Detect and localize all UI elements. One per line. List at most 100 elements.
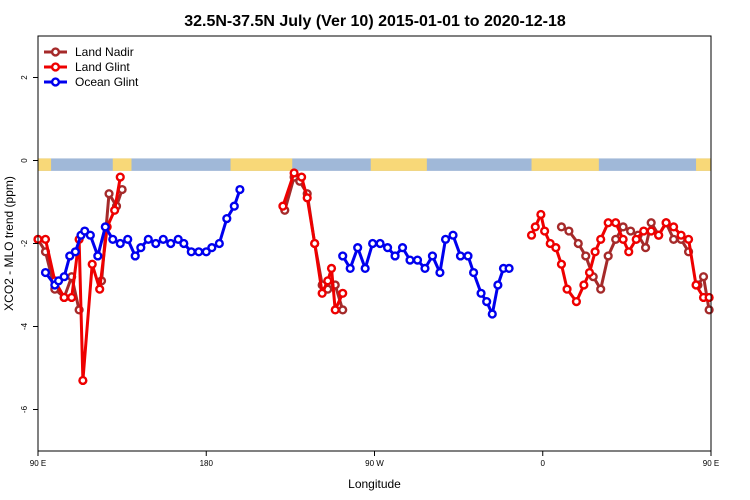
- land-nadir-point: [338, 305, 348, 315]
- ocean-glint-point: [420, 263, 430, 274]
- ocean-glint-point: [115, 238, 125, 249]
- ocean-glint-point: [194, 247, 204, 257]
- land-band-segment: [112, 158, 132, 171]
- land-glint-point: [326, 263, 337, 274]
- ocean-glint-point: [482, 297, 492, 307]
- ocean-glint-point: [412, 255, 423, 265]
- land-glint-point: [310, 238, 320, 249]
- land-glint-point: [536, 209, 546, 220]
- y-tick-label: -4: [20, 322, 29, 330]
- land-glint-point: [618, 234, 628, 244]
- ocean-glint-series: [40, 184, 514, 319]
- land-glint-point: [669, 222, 679, 232]
- land-glint-point: [654, 230, 664, 240]
- ocean-glint-point: [448, 230, 458, 240]
- land-glint-point: [683, 234, 694, 244]
- land-glint-point: [78, 375, 88, 386]
- land-glint-point: [639, 226, 649, 236]
- land-nadir-point: [640, 243, 651, 253]
- x-axis: 90 E 180 90 W 0 90 E: [30, 451, 719, 468]
- land-glint-point: [296, 172, 307, 182]
- land-band-segment: [230, 158, 293, 171]
- ocean-glint-point: [59, 272, 69, 282]
- land-glint-point: [624, 247, 634, 257]
- land-glint-point: [603, 218, 613, 228]
- land-glint-point: [59, 292, 69, 303]
- ocean-glint-point: [100, 222, 110, 232]
- land-nadir-point: [618, 222, 628, 232]
- ocean-glint-point: [235, 184, 245, 195]
- land-glint-point: [611, 218, 621, 228]
- x-tick-label: 90 E: [30, 459, 46, 468]
- land-glint-point: [317, 288, 327, 298]
- legend-label-ocean-glint: Ocean Glint: [75, 75, 139, 89]
- land-glint-point: [571, 297, 582, 307]
- land-glint-point: [596, 234, 606, 244]
- land-nadir-point: [573, 238, 583, 249]
- land-glint-point: [278, 201, 288, 211]
- x-tick-label: 90 W: [365, 459, 384, 468]
- ocean-glint-point: [390, 251, 400, 261]
- ocean-glint-point: [93, 251, 103, 261]
- land-glint-point: [289, 168, 299, 178]
- ocean-glint-point: [158, 234, 168, 244]
- land-glint-point: [302, 193, 312, 203]
- x-tick-label: 0: [541, 459, 546, 468]
- ocean-glint-point: [186, 247, 196, 257]
- ocean-glint-point: [455, 251, 466, 261]
- land-nadir-point: [698, 272, 709, 282]
- ocean-glint-point: [463, 251, 473, 261]
- ocean-glint-point: [338, 251, 348, 261]
- land-glint-point: [115, 172, 125, 182]
- ocean-glint-point: [427, 251, 438, 261]
- ocean-glint-point: [130, 251, 140, 261]
- land-band-segment: [370, 158, 427, 171]
- land-glint-point: [87, 259, 97, 269]
- legend-label-land-nadir: Land Nadir: [75, 45, 134, 59]
- ocean-glint-point: [207, 243, 217, 253]
- ocean-glint-point: [368, 238, 378, 249]
- ocean-glint-point: [201, 247, 211, 257]
- ocean-glint-point: [493, 280, 503, 290]
- legend-label-land-glint: Land Glint: [75, 60, 130, 74]
- y-axis-label: XCO2 - MLO trend (ppm): [2, 176, 16, 311]
- land-band-segment: [38, 158, 52, 171]
- land-glint-point: [631, 234, 641, 244]
- ocean-glint-point: [397, 243, 408, 253]
- ocean-glint-point: [108, 234, 118, 244]
- ocean-glint-point: [222, 214, 232, 224]
- land-band-segment: [531, 158, 599, 171]
- ocean-glint-point: [476, 288, 486, 298]
- land-glint-point: [646, 226, 656, 236]
- ocean-glint-point: [405, 255, 415, 265]
- ocean-glint-point: [487, 309, 497, 319]
- land-glint-point: [67, 292, 77, 303]
- ocean-glint-point: [70, 247, 80, 257]
- land-nadir-point: [626, 226, 636, 236]
- chart-title: 32.5N-37.5N July (Ver 10) 2015-01-01 to …: [184, 13, 566, 30]
- land-nadir-point: [646, 218, 656, 228]
- land-nadir-point: [556, 222, 567, 232]
- land-glint-point: [526, 230, 537, 240]
- ocean-glint-point: [504, 263, 514, 274]
- land-glint-point: [551, 243, 561, 253]
- land-glint-point: [661, 218, 671, 228]
- land-glint-point: [579, 280, 589, 290]
- y-tick-label: 2: [20, 75, 29, 80]
- ocean-glint-point: [123, 234, 133, 244]
- ocean-glint-point: [229, 201, 239, 211]
- land-glint-point: [545, 238, 555, 249]
- ocean-glint-point: [166, 238, 176, 249]
- surface-type-band: [38, 158, 711, 171]
- ocean-glint-point: [375, 238, 385, 249]
- ocean-glint-point: [345, 263, 355, 274]
- ocean-glint-point: [440, 234, 451, 244]
- land-nadir-point: [564, 226, 574, 236]
- data-series-layer: [33, 168, 714, 386]
- land-nadir-point: [611, 234, 621, 244]
- ocean-glint-point: [151, 238, 161, 249]
- land-nadir-point: [669, 234, 679, 244]
- land-glint-point: [704, 292, 714, 303]
- y-tick-label: -2: [20, 239, 29, 247]
